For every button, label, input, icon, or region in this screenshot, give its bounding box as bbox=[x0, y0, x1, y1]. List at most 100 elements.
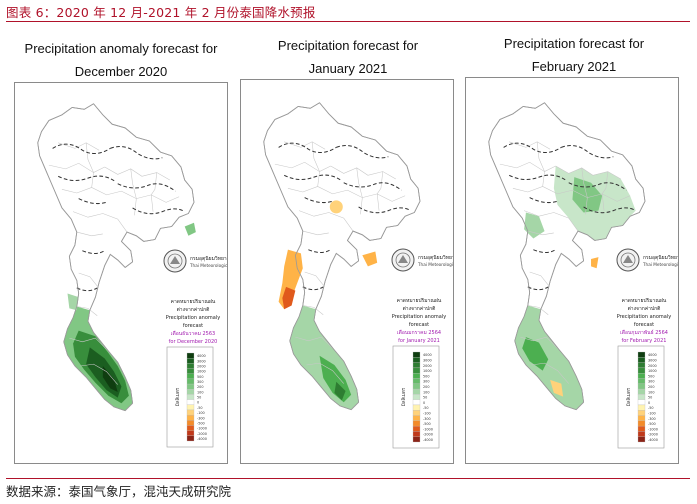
map-2-province-line-12 bbox=[295, 336, 333, 349]
map-1-box-thai-2: ต่างจากค่าปกติ bbox=[177, 306, 210, 313]
map-2-province-line-4 bbox=[287, 186, 406, 202]
map-2-region-boundary-4 bbox=[343, 182, 402, 191]
map-1-legend-swatch-7 bbox=[186, 383, 195, 390]
map-2-dry-zone-east bbox=[362, 251, 378, 267]
map-1-agency-seal-emblem bbox=[170, 256, 180, 264]
map-3-agency-name-thai: กรมอุตุนิยมวิทยา bbox=[643, 254, 678, 261]
map-2-province-line-11 bbox=[302, 305, 324, 315]
map-1-province-line-5 bbox=[85, 142, 94, 188]
map-3-legend-swatch-2 bbox=[637, 357, 646, 363]
map-1-wet-zone-isthmus bbox=[67, 293, 79, 311]
map-2-legend-swatch-11 bbox=[412, 404, 421, 411]
map-1-legend-swatch-9 bbox=[186, 394, 195, 400]
map-3-legend-tick-3: 2000 bbox=[648, 364, 657, 368]
map-1-region-boundary-5 bbox=[132, 207, 185, 215]
map-3-legend-swatch-3 bbox=[637, 362, 646, 369]
map-2-thailand-coast bbox=[263, 102, 421, 411]
map-1-title-line1: Precipitation anomaly forecast for bbox=[24, 41, 218, 56]
map-2-province-line-7 bbox=[376, 171, 384, 211]
map-1-province-line-2 bbox=[48, 162, 105, 173]
map-3-box-thai-1: คาดหมายปริมาณฝน bbox=[622, 297, 667, 304]
map-3-legend-tick-17: -4000 bbox=[648, 438, 658, 442]
map-3-legend-axis-label: มิลลิเมตร bbox=[626, 387, 632, 406]
map-3-region-boundary-5 bbox=[583, 206, 636, 214]
map-3-province-line-7 bbox=[601, 171, 609, 211]
map-1-province-line-8 bbox=[72, 211, 128, 233]
map-2-agency-name-en: Thai Meteorological Department bbox=[417, 262, 453, 267]
map-1-legend-tick-14: -500 bbox=[197, 421, 205, 425]
map-3-legend-tick-8: 100 bbox=[648, 390, 654, 394]
map-2-agency-seal-ring bbox=[395, 252, 411, 268]
map-3-region-boundary-6 bbox=[529, 197, 558, 204]
map-3-legend-swatch-5 bbox=[637, 373, 646, 379]
map-1-legend-axis-label: มิลลิเมตร bbox=[175, 387, 181, 406]
map-3-province-line-1 bbox=[509, 141, 551, 150]
map-3-thailand bbox=[488, 102, 646, 411]
map-2-box-en-1: Precipitation anomaly bbox=[392, 314, 446, 320]
map-3-legend-swatch-17 bbox=[637, 436, 646, 443]
map-3-region-boundary-7 bbox=[533, 249, 556, 253]
map-2-box-en-2: forecast bbox=[409, 322, 429, 328]
map-2-region-boundary-3 bbox=[283, 174, 343, 182]
map-2-region-boundary-1 bbox=[278, 142, 337, 154]
map-1-legend-tick-2: 3000 bbox=[197, 359, 206, 363]
map-2-title-line1: Precipitation forecast for bbox=[277, 38, 419, 53]
map-3-legend-tick-1: 4000 bbox=[648, 353, 657, 357]
map-2-legend-swatch-16 bbox=[412, 431, 421, 437]
map-1-legend-tick-9: 50 bbox=[197, 396, 201, 400]
map-3-region-boundary-8 bbox=[527, 286, 549, 291]
map-1-legend-swatch-15 bbox=[186, 425, 195, 431]
map-3-province-line-5 bbox=[536, 141, 545, 187]
map-3-province-line-8 bbox=[523, 210, 579, 232]
map-2-legend-swatch-9 bbox=[412, 394, 421, 400]
map-1-legend-swatch-10 bbox=[186, 399, 195, 405]
map-2-legend-tick-7: 200 bbox=[423, 385, 429, 389]
map-2-box-month-en: for January 2021 bbox=[398, 338, 440, 344]
map-2-box-month-thai: เดือนมกราคม 2564 bbox=[397, 329, 441, 336]
map-2-province-line-8 bbox=[298, 210, 354, 232]
map-2-legend-tick-2: 3000 bbox=[423, 359, 432, 363]
map-2-region-boundary-8 bbox=[302, 286, 324, 291]
map-2-legend-swatch-3 bbox=[412, 362, 421, 369]
map-3-legend-swatch-15 bbox=[637, 425, 646, 432]
map-2-agency-seal-emblem bbox=[398, 255, 408, 263]
map-2-province-line-2 bbox=[274, 161, 331, 172]
map-1-legend-swatch-4 bbox=[186, 368, 195, 374]
title-rule bbox=[6, 21, 690, 22]
source-note: 数据来源：泰国气象厅，混沌天成研究院 bbox=[6, 484, 232, 499]
map-2-region-boundary-2 bbox=[336, 145, 389, 159]
map-3-legend-tick-13: -300 bbox=[648, 417, 656, 421]
map-3-agency-seal-emblem bbox=[623, 255, 633, 263]
map-1-legend-tick-6: 300 bbox=[197, 380, 203, 384]
map-3-title: Precipitation forecast for February 2021 bbox=[463, 32, 685, 78]
map-2-legend-tick-13: -300 bbox=[423, 417, 431, 421]
map-2-box-thai-2: ต่างจากค่าปกติ bbox=[403, 305, 436, 312]
map-1-region-boundary-3 bbox=[57, 175, 117, 183]
map-3-agency-seal-ring bbox=[620, 252, 636, 268]
map-3-box-thai-2: ต่างจากค่าปกติ bbox=[628, 305, 661, 312]
map-1-region-boundary-8 bbox=[76, 287, 98, 292]
map-2-dry-zone-central bbox=[329, 200, 343, 214]
map-2-legend-swatch-6 bbox=[412, 378, 421, 384]
map-1-box-thai-1: คาดหมายปริมาณฝน bbox=[171, 298, 216, 305]
map-1-legend-tick-12: -100 bbox=[197, 411, 205, 415]
map-3-box-month-thai: เดือนกุมภาพันธ์ 2564 bbox=[620, 329, 668, 336]
map-3-region-boundary-4 bbox=[568, 182, 627, 191]
map-1-legend-tick-11: -50 bbox=[197, 406, 203, 410]
map-2-legend-tick-5: 500 bbox=[423, 374, 429, 378]
map-3-agency-name-en: Thai Meteorological Department bbox=[642, 262, 678, 267]
map-2-legend-axis-label: มิลลิเมตร bbox=[401, 387, 407, 406]
map-2-dry-zone-west-core bbox=[282, 286, 296, 310]
map-1-legend-swatch-11 bbox=[186, 404, 195, 411]
map-3-legend-tick-15: -1000 bbox=[648, 427, 658, 431]
map-2-legend-swatch-2 bbox=[412, 357, 421, 363]
figure-title: 图表 6：2020 年 12 月-2021 年 2 月份泰国降水预报 bbox=[6, 5, 316, 20]
map-2-legend-tick-3: 2000 bbox=[423, 364, 432, 368]
map-3-province-line-6 bbox=[581, 167, 588, 215]
map-3-province-line-4 bbox=[512, 186, 631, 202]
map-2-legend-swatch-15 bbox=[412, 425, 421, 432]
map-3-legend-tick-11: -50 bbox=[648, 406, 654, 410]
